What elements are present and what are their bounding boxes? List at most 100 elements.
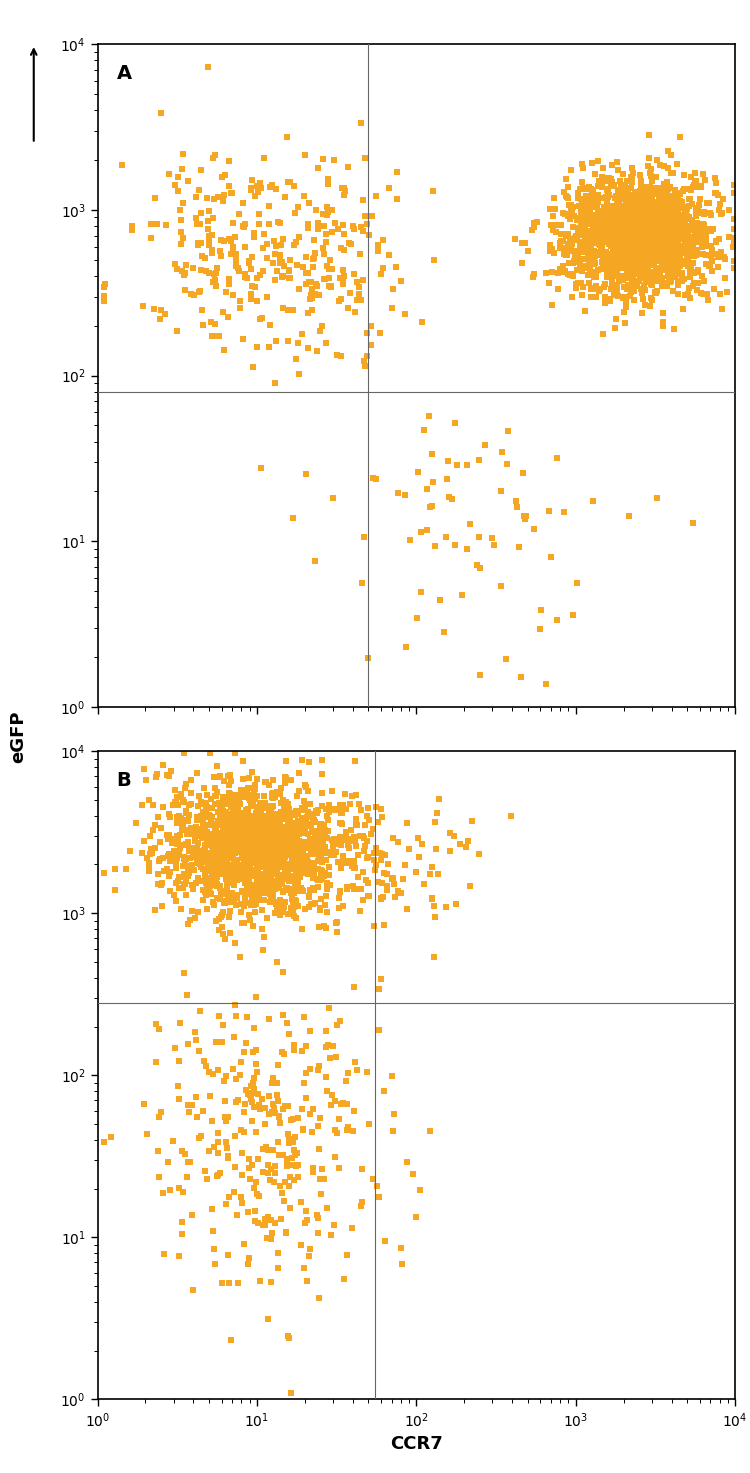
Point (612, 224, 624, 247)
Point (250, 848, 262, 872)
Point (698, 270, 710, 293)
Point (688, 174, 700, 197)
Point (280, 1220, 292, 1243)
Point (280, 795, 292, 819)
Point (382, 863, 394, 887)
Point (423, 405, 435, 429)
Point (442, 485, 454, 508)
Point (224, 782, 236, 806)
Point (587, 230, 599, 253)
Point (661, 271, 673, 295)
Point (273, 1106, 285, 1130)
Point (230, 854, 242, 878)
Point (680, 242, 692, 265)
Point (288, 896, 300, 919)
Point (200, 832, 212, 856)
Point (613, 184, 625, 208)
Point (629, 215, 641, 239)
Point (595, 243, 607, 267)
Point (193, 1127, 205, 1150)
Point (448, 411, 460, 435)
Point (220, 851, 232, 875)
Point (619, 231, 631, 255)
Point (547, 218, 559, 242)
Point (120, 857, 132, 881)
Point (583, 175, 595, 199)
Point (638, 196, 650, 219)
Point (593, 243, 605, 267)
Point (290, 1143, 302, 1167)
Point (217, 339, 229, 362)
Point (330, 1044, 342, 1068)
Point (311, 1203, 323, 1227)
Point (509, 227, 521, 250)
Point (644, 186, 656, 209)
Point (292, 894, 304, 918)
Point (222, 884, 234, 907)
Point (341, 1115, 353, 1139)
Point (636, 237, 648, 261)
Point (641, 177, 653, 200)
Point (572, 246, 584, 270)
Point (646, 289, 658, 312)
Point (579, 194, 591, 218)
Point (634, 186, 646, 209)
Point (616, 243, 628, 267)
Point (244, 844, 256, 868)
Point (182, 818, 194, 841)
Point (251, 767, 263, 791)
Point (266, 846, 278, 869)
Point (672, 217, 684, 240)
Point (640, 268, 652, 292)
Point (362, 829, 374, 853)
Point (210, 838, 222, 862)
Point (262, 906, 274, 929)
Point (566, 199, 578, 222)
Point (691, 221, 703, 245)
Point (383, 177, 395, 200)
Text: A: A (117, 63, 132, 82)
Point (631, 246, 643, 270)
Point (200, 822, 211, 846)
Point (224, 829, 236, 853)
Point (292, 1106, 304, 1130)
Point (552, 262, 564, 286)
Point (232, 1089, 244, 1112)
Point (681, 205, 693, 228)
Point (286, 1146, 298, 1170)
Point (222, 834, 234, 857)
Point (709, 181, 721, 205)
Point (172, 1074, 184, 1097)
Point (284, 797, 296, 820)
Point (656, 191, 668, 215)
Point (191, 1105, 203, 1128)
Point (314, 1286, 326, 1309)
Point (272, 810, 284, 834)
Point (646, 253, 658, 277)
Point (640, 240, 652, 264)
Point (626, 242, 638, 265)
Point (365, 822, 377, 846)
Point (608, 230, 620, 253)
Point (642, 203, 654, 227)
Point (375, 885, 387, 909)
Point (269, 1212, 281, 1236)
Point (286, 850, 298, 873)
Point (456, 583, 468, 607)
Point (213, 791, 225, 815)
Point (644, 242, 656, 265)
Point (186, 873, 198, 897)
Point (648, 221, 660, 245)
Point (218, 831, 230, 854)
Point (650, 205, 662, 228)
Point (728, 225, 740, 249)
Point (217, 769, 229, 792)
Point (244, 820, 256, 844)
Point (595, 240, 607, 264)
Point (254, 812, 266, 835)
Point (172, 806, 184, 829)
Point (202, 832, 214, 856)
Point (237, 801, 249, 825)
Point (182, 1033, 194, 1056)
Point (277, 871, 289, 894)
